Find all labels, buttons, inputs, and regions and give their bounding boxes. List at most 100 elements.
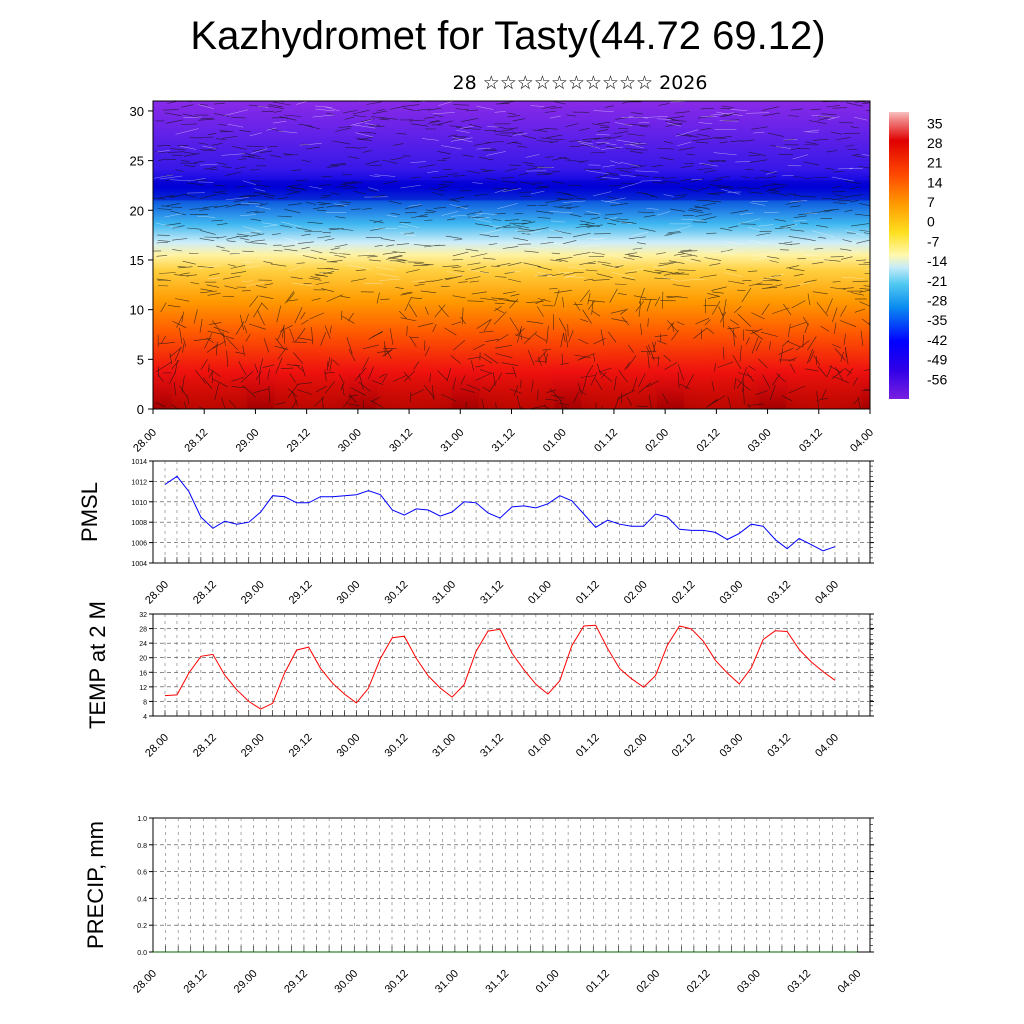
ytick-label: 1006 [131,541,147,548]
ytick-label: 32 [139,612,147,619]
xtick-label: 02.00 [622,732,650,760]
colorbar-label: -35 [927,312,947,328]
xtick-label: 28.00 [131,968,159,996]
xtick-label: 01.12 [574,579,602,607]
warm-surface-cell [171,324,248,409]
series-line [164,475,836,552]
temp-panel: 4 8 12 16 20 24 28 32 28.00 28.12 29.00 29.12 30.00 3… [85,601,874,760]
xtick-label: 04.00 [813,579,841,607]
xtick-label: 02.12 [670,732,698,760]
ytick-label: 8 [143,699,147,706]
ytick-label: 1014 [131,459,147,466]
ytick-label: 1012 [131,479,147,486]
ytick-label: 0.0 [137,950,147,957]
xtick-label: 03.12 [765,579,793,607]
heatmap-xtick-label: 03.12 [797,427,825,455]
wind-vectors [153,101,870,409]
ytick-label: 12 [139,685,147,692]
xtick-label: 03.12 [765,732,793,760]
ytick-label: 28 [139,627,147,634]
xtick-label: 02.12 [670,579,698,607]
xtick-label: 31.12 [478,579,506,607]
xtick-label: 04.00 [836,968,864,996]
ytick-label: 1010 [131,500,147,507]
xtick-label: 02.00 [634,968,662,996]
heatmap-ytick-label: 25 [130,154,144,169]
colorbar-label: -49 [927,352,947,368]
xtick-label: 30.12 [382,732,410,760]
warm-surface-cell [376,324,453,409]
plot-frame [152,817,871,953]
xtick-label: 29.00 [232,968,260,996]
xtick-label: 03.12 [785,968,813,996]
heatmap-xtick-label: 01.12 [592,427,620,455]
xtick-label: 02.00 [622,579,650,607]
colorbar-label: -21 [927,273,947,289]
colorbar-label: -14 [927,253,947,269]
xtick-label: 30.12 [383,968,411,996]
xtick-label: 01.00 [526,579,554,607]
xtick-label: 02.12 [685,968,713,996]
y-axis-label: PMSL [77,482,102,542]
warm-surface-cell [683,324,760,409]
xtick-label: 31.00 [430,579,458,607]
heatmap-ytick-label: 20 [130,203,144,218]
xtick-label: 29.00 [239,579,267,607]
xtick-label: 28.12 [181,968,209,996]
heatmap-ytick-label: 10 [130,303,144,318]
xtick-label: 28.00 [143,579,171,607]
heatmap-xtick-label: 28.12 [182,427,210,455]
ytick-label: 0.2 [137,923,147,930]
xtick-label: 01.12 [584,968,612,996]
wind-streamlines [153,101,870,287]
warm-surface-cell [581,324,658,409]
colorbar-label: -42 [927,332,947,348]
xtick-label: 01.00 [526,732,554,760]
pmsl-panel: 1004 1006 1008 1010 1012 1014 28.00 28.12 29.00 2… [77,459,874,607]
xtick-label: 29.12 [287,732,315,760]
ytick-label: 20 [139,656,147,663]
ytick-label: 16 [139,670,147,677]
xtick-label: 31.00 [433,968,461,996]
heatmap-xtick-label: 31.00 [438,427,466,455]
colorbar-label: 14 [927,174,943,190]
heatmap-xtick-label: 29.00 [234,427,262,455]
chart-subtitle: 28 ☆☆☆☆☆☆☆☆☆☆ 2026 [452,72,708,94]
heatmap-xtick-label: 01.00 [541,427,569,455]
ytick-label: 24 [139,641,147,648]
xtick-label: 30.00 [332,968,360,996]
heatmap-xtick-label: 02.12 [695,427,723,455]
colorbar-label: -7 [927,233,940,249]
heatmap-field [153,101,870,409]
heatmap-xtick-label: 31.12 [490,427,518,455]
colorbar-label: 35 [927,115,943,131]
colorbar-gradient [889,112,909,399]
heatmap-ytick-label: 0 [137,402,144,417]
xtick-label: 03.00 [735,968,763,996]
heatmap-xtick-label: 03.00 [746,427,774,455]
heatmap-ytick-label: 15 [130,253,144,268]
y-axis-label: TEMP at 2 M [85,601,110,729]
xtick-label: 03.00 [717,579,745,607]
warm-surface-cell [273,324,350,409]
xtick-label: 03.00 [717,732,745,760]
y-axis-label: PRECIP, mm [83,821,108,949]
chart-title: Kazhydromet for Tasty(44.72 69.12) [190,14,826,58]
xtick-label: 30.00 [335,732,363,760]
xtick-label: 04.00 [813,732,841,760]
heatmap-xtick-label: 30.00 [336,427,364,455]
xtick-label: 01.00 [534,968,562,996]
ytick-label: 1008 [131,520,147,527]
xtick-label: 28.12 [191,579,219,607]
ytick-label: 0.6 [137,870,147,877]
warm-surface-cell [785,324,862,409]
heatmap-ytick-label: 5 [137,352,144,367]
ytick-label: 1004 [131,561,147,568]
series-line [164,624,836,710]
warm-surface-cell [478,324,555,409]
heatmap-xtick-label: 29.12 [285,427,313,455]
xtick-label: 31.12 [478,732,506,760]
heatmap-ytick-label: 30 [130,104,144,119]
ytick-label: 0.8 [137,843,147,850]
